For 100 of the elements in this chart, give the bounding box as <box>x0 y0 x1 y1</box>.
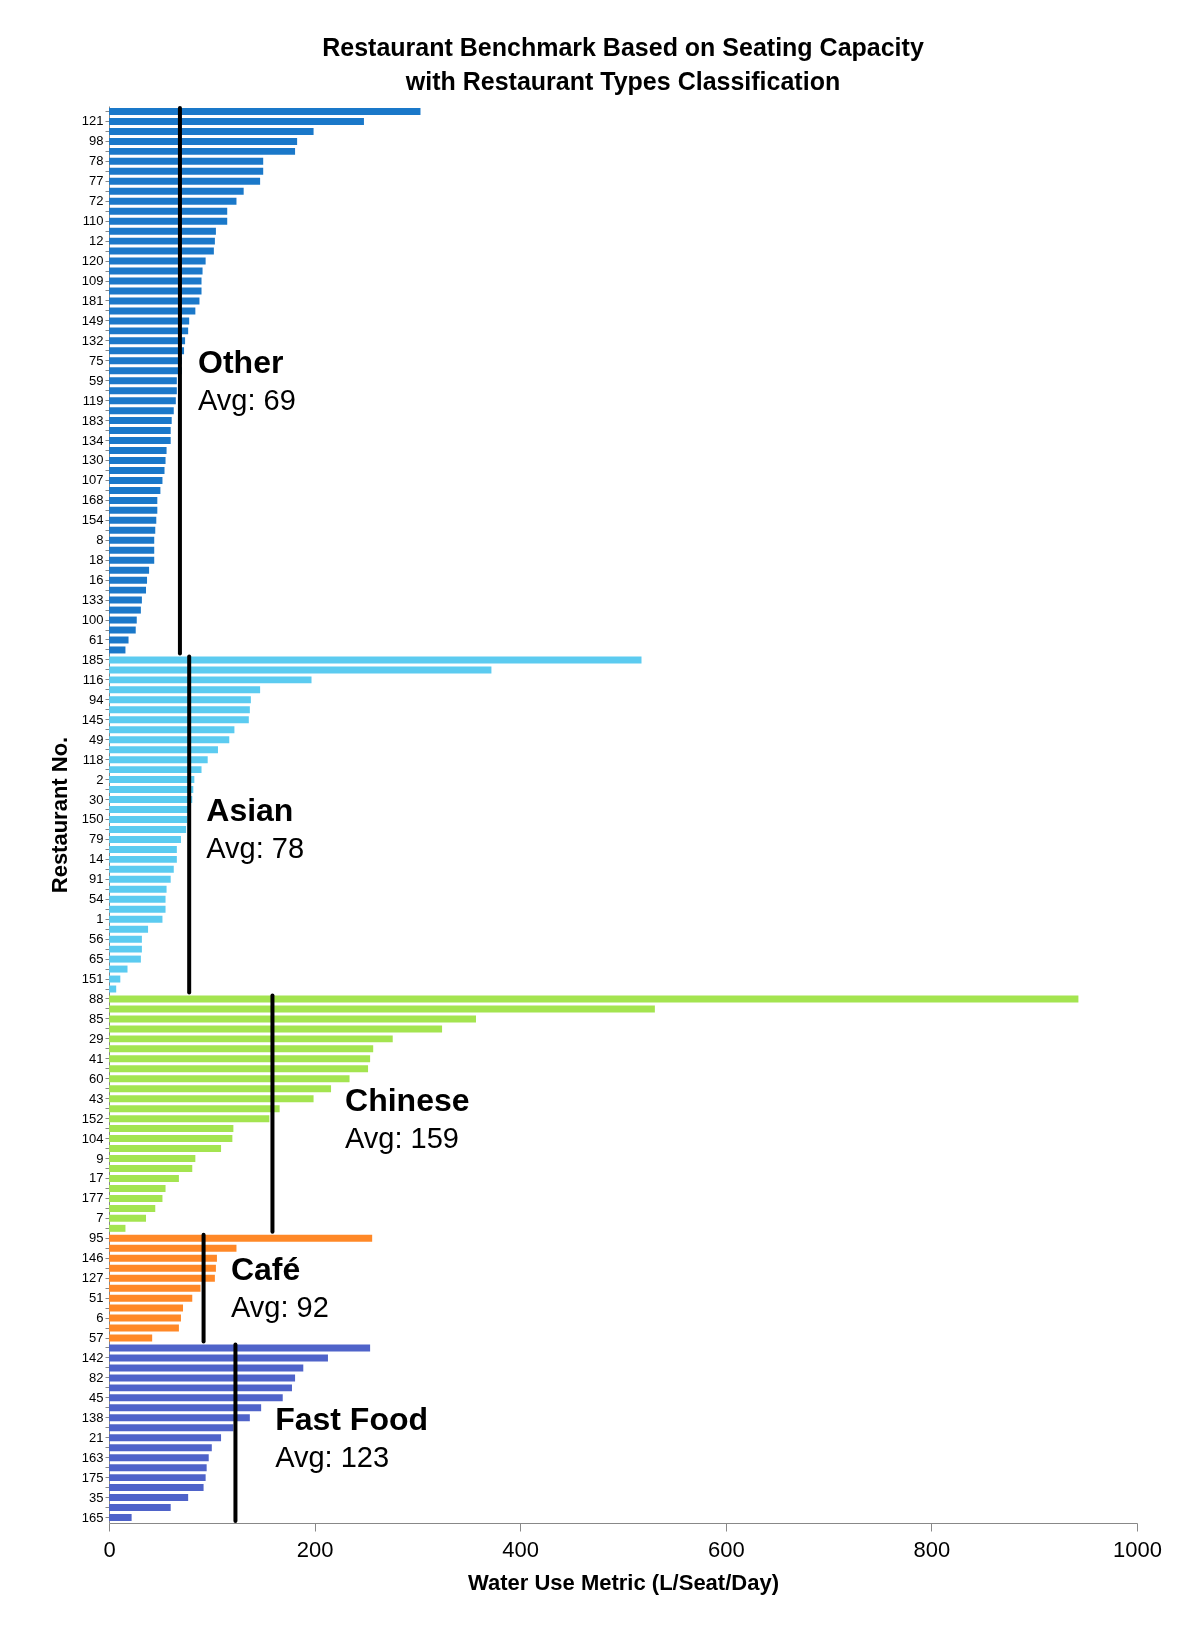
y-tick-label: 77 <box>89 173 104 189</box>
bar <box>109 1224 126 1232</box>
y-tick-label: 72 <box>89 193 104 209</box>
y-tick-label: 8 <box>96 532 104 548</box>
bar <box>109 536 155 544</box>
ref-line-label: Avg: 78 <box>206 832 305 865</box>
y-tick-label: 107 <box>81 472 104 488</box>
bar <box>109 626 136 634</box>
bar <box>109 1404 262 1412</box>
bar <box>109 1464 207 1472</box>
bar <box>109 776 195 784</box>
ref-line-label: Avg: 92 <box>230 1291 329 1324</box>
bar <box>109 1384 292 1392</box>
bar <box>109 1514 132 1522</box>
bar <box>109 895 166 903</box>
annotation: Other <box>198 343 284 380</box>
bar <box>109 965 128 973</box>
bar <box>109 417 172 425</box>
bar <box>109 237 215 245</box>
y-tick-label: 51 <box>89 1290 104 1306</box>
y-tick-label: 175 <box>81 1469 104 1485</box>
y-tick-label: 14 <box>89 851 104 867</box>
bar <box>109 616 137 624</box>
bar <box>109 706 250 714</box>
bar <box>109 1484 204 1492</box>
bar <box>109 1294 193 1302</box>
bar <box>109 387 177 395</box>
bar <box>109 227 216 235</box>
bar <box>109 835 181 843</box>
bar <box>109 437 171 445</box>
bar <box>109 576 148 584</box>
bar <box>109 147 296 155</box>
x-tick-label: 200 <box>296 1536 334 1562</box>
y-tick-label: 65 <box>89 951 104 967</box>
annotation: Chinese <box>345 1081 470 1118</box>
bar <box>109 457 166 464</box>
bar <box>109 1194 163 1202</box>
bar <box>109 1284 201 1292</box>
bar <box>109 486 161 494</box>
y-tick-label: 120 <box>81 253 104 269</box>
y-tick-label: 132 <box>81 332 104 348</box>
bar <box>109 1394 283 1402</box>
bar <box>109 1105 280 1113</box>
bar <box>109 1244 237 1252</box>
bar <box>109 885 167 893</box>
y-tick-label: 88 <box>89 990 104 1006</box>
bar <box>109 1075 350 1083</box>
bar <box>109 905 166 913</box>
bar <box>109 686 261 694</box>
y-tick-label: 1 <box>96 911 104 927</box>
bar <box>109 915 163 923</box>
bar <box>109 1145 222 1153</box>
y-tick-label: 75 <box>89 352 104 368</box>
bar <box>109 1474 206 1482</box>
bar <box>109 806 189 813</box>
y-tick-label: 142 <box>81 1349 104 1365</box>
bar <box>109 1374 296 1382</box>
bar <box>109 786 194 794</box>
bar <box>109 317 190 325</box>
bar <box>109 377 177 385</box>
y-tick-label: 59 <box>89 372 104 388</box>
bar <box>109 1334 153 1342</box>
x-tick-label: 1000 <box>1113 1536 1162 1562</box>
y-tick-label: 43 <box>89 1090 104 1106</box>
y-tick-label: 146 <box>81 1250 104 1266</box>
x-tick-label: 0 <box>103 1536 116 1562</box>
x-axis-title: Water Use Metric (L/Seat/Day) <box>468 1569 779 1595</box>
y-tick-label: 41 <box>89 1050 104 1066</box>
bar <box>109 107 421 115</box>
y-tick-label: 60 <box>89 1070 104 1086</box>
bar <box>109 127 314 135</box>
y-tick-label: 130 <box>81 452 104 468</box>
bar <box>109 855 177 863</box>
bar <box>109 1504 171 1512</box>
bar <box>109 1135 233 1143</box>
bar <box>109 975 121 983</box>
y-tick-label: 177 <box>81 1190 104 1206</box>
y-tick-label: 127 <box>81 1270 104 1286</box>
y-tick-label: 149 <box>81 312 104 328</box>
y-tick-label: 29 <box>89 1030 104 1046</box>
y-tick-label: 152 <box>81 1110 104 1126</box>
bar <box>109 596 142 604</box>
bar <box>109 167 264 175</box>
bar <box>109 397 176 405</box>
bar <box>109 556 155 564</box>
bar <box>109 257 206 265</box>
annotation: Fast Food <box>275 1400 429 1437</box>
y-tick-label: 183 <box>81 412 104 428</box>
bar <box>109 267 203 275</box>
y-tick-label: 118 <box>82 751 104 767</box>
bar <box>109 337 186 345</box>
bar <box>109 526 156 534</box>
bar <box>109 1005 655 1013</box>
bar <box>109 347 185 355</box>
bar <box>109 1045 374 1053</box>
bar <box>109 247 214 255</box>
y-tick-label: 57 <box>89 1330 104 1346</box>
y-tick-label: 138 <box>81 1409 104 1425</box>
bar <box>109 466 165 474</box>
bar <box>109 1125 234 1133</box>
